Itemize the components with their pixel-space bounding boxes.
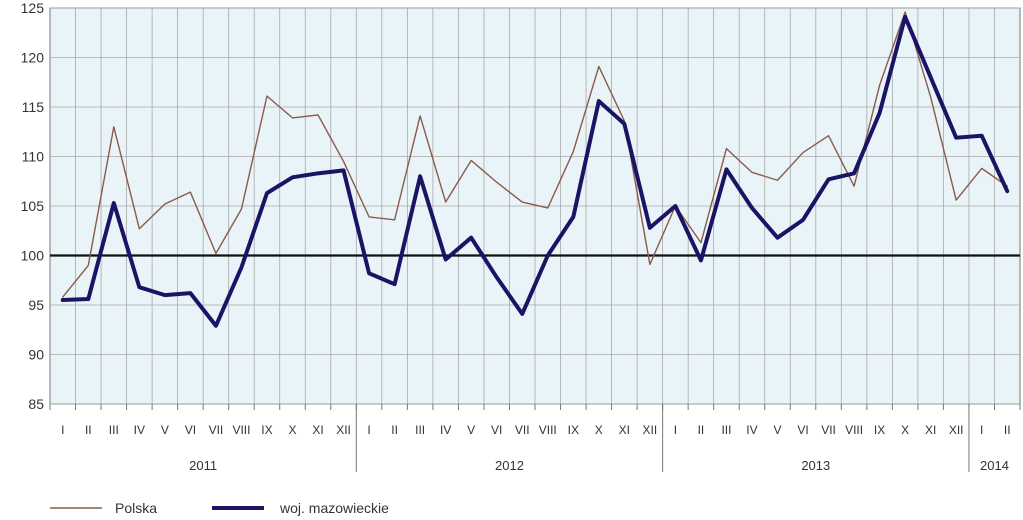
legend-label: Polska	[115, 500, 157, 516]
x-tick-label: V	[161, 423, 169, 437]
y-tick-label: 90	[28, 347, 44, 363]
x-axis-ticks: I II III IV V VI VII VIII IX X XI XII I II III IV V VI VII…	[49, 404, 1021, 437]
x-tick-label: I	[367, 423, 370, 437]
x-tick-label: IV	[134, 423, 145, 437]
x-tick-label: III	[721, 423, 731, 437]
y-tick-label: 120	[21, 50, 45, 66]
year-label: 2013	[801, 458, 830, 473]
x-tick-label: IX	[874, 423, 885, 437]
x-tick-label: VIII	[539, 423, 557, 437]
series-line-polska	[62, 11, 1008, 298]
x-tick-label: IX	[261, 423, 272, 437]
x-tick-label: VI	[491, 423, 502, 437]
x-tick-label: I	[674, 423, 677, 437]
y-tick-label: 100	[21, 248, 45, 264]
x-tick-label: II	[1004, 423, 1011, 437]
y-tick-label: 105	[21, 198, 45, 214]
x-tick-label: III	[415, 423, 425, 437]
x-tick-label: VII	[209, 423, 224, 437]
x-tick-label: I	[980, 423, 983, 437]
x-tick-label: XI	[925, 423, 936, 437]
x-tick-label: V	[467, 423, 475, 437]
x-tick-label: XI	[619, 423, 630, 437]
x-tick-label: VII	[821, 423, 836, 437]
legend: Polska woj. mazowieckie	[50, 500, 389, 516]
y-axis-ticks: 85 90 95 100 105 110 115 120 125	[21, 0, 45, 412]
x-tick-label: V	[773, 423, 781, 437]
year-label: 2012	[495, 458, 524, 473]
x-tick-label: VI	[797, 423, 808, 437]
grid-lines	[50, 7, 1020, 405]
x-tick-label: II	[85, 423, 92, 437]
x-tick-label: X	[901, 423, 909, 437]
x-tick-label: XII	[643, 423, 658, 437]
x-tick-label: VIII	[845, 423, 863, 437]
y-tick-label: 125	[21, 0, 45, 16]
x-tick-label: IV	[746, 423, 757, 437]
x-tick-label: III	[109, 423, 119, 437]
x-tick-label: II	[698, 423, 705, 437]
x-tick-label: VI	[185, 423, 196, 437]
x-tick-label: XII	[336, 423, 351, 437]
x-tick-label: I	[61, 423, 64, 437]
legend-label: woj. mazowieckie	[279, 500, 389, 516]
x-tick-label: X	[288, 423, 296, 437]
y-tick-label: 115	[22, 99, 45, 115]
year-labels: 2011 2012 2013 2014	[189, 404, 1009, 473]
year-label: 2011	[189, 458, 217, 473]
x-tick-label: X	[595, 423, 603, 437]
series-lines	[60, 11, 1010, 328]
year-label: 2014	[980, 458, 1009, 473]
x-tick-label: IV	[440, 423, 451, 437]
y-tick-label: 85	[28, 396, 44, 412]
x-tick-label: XII	[949, 423, 964, 437]
x-tick-label: II	[391, 423, 398, 437]
x-tick-label: IX	[568, 423, 579, 437]
x-tick-label: VII	[515, 423, 530, 437]
y-tick-label: 95	[28, 297, 44, 313]
x-tick-label: XI	[312, 423, 323, 437]
x-tick-label: VIII	[232, 423, 250, 437]
y-tick-label: 110	[22, 149, 45, 165]
series-line-mazowieckie	[60, 14, 1010, 328]
